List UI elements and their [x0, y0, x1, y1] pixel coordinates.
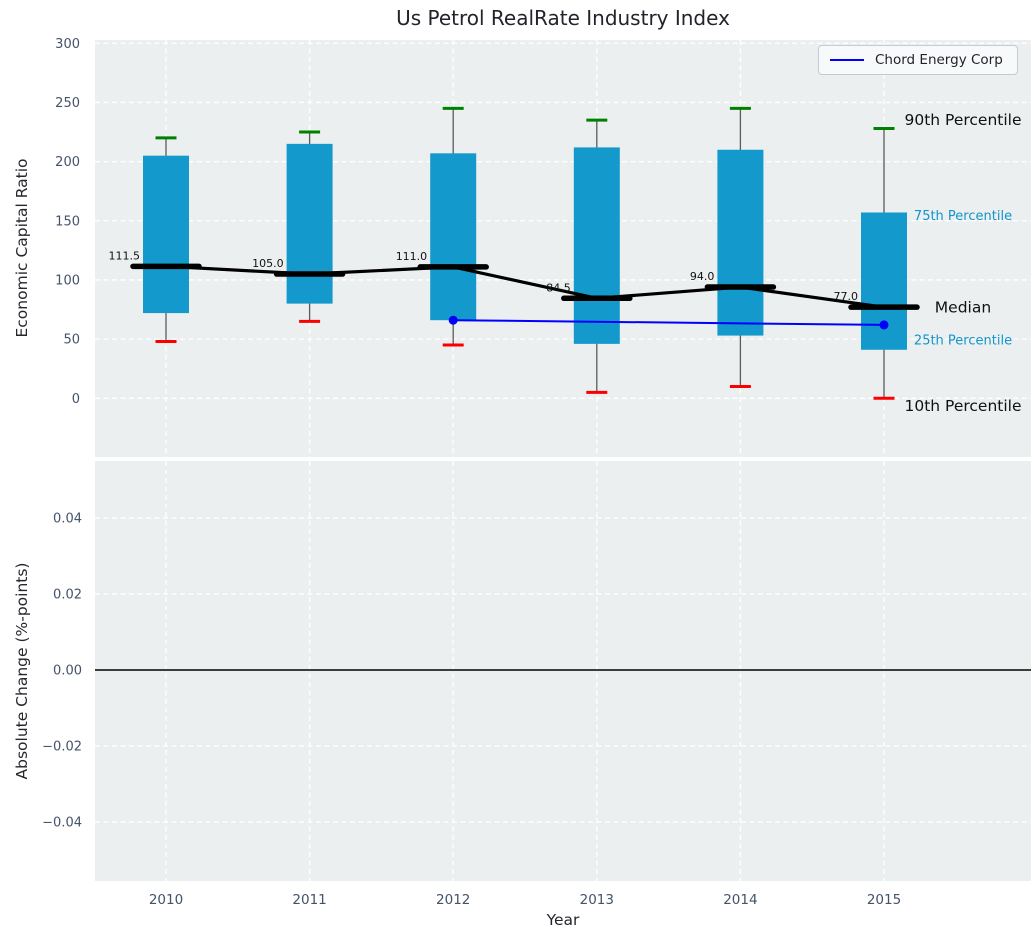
annotation-90th-percentile: 90th Percentile: [904, 111, 1021, 129]
chart-title: Us Petrol RealRate Industry Index: [396, 6, 730, 30]
top-y-tick-label-200: 200: [55, 155, 80, 170]
bottom-y-tick-label-0-04: −0.04: [42, 816, 82, 831]
top-y-tick-label-150: 150: [55, 214, 80, 229]
bottom-panel-background: [95, 461, 1031, 881]
top-y-tick-label-0: 0: [72, 392, 80, 407]
median-value-label-2011: 105.0: [252, 257, 284, 270]
top-y-axis-label: Economic Capital Ratio: [13, 158, 31, 338]
box-2013: [573, 147, 620, 344]
legend-line-sample-icon: [830, 59, 864, 61]
annotation-10th-percentile: 10th Percentile: [904, 397, 1021, 415]
x-tick-label-2012: 2012: [436, 892, 470, 908]
top-y-tick-label-50: 50: [63, 333, 80, 348]
x-tick-label-2010: 2010: [149, 892, 183, 908]
company-point-2012: [448, 315, 458, 325]
annotation-75th-percentile: 75th Percentile: [914, 209, 1012, 224]
bottom-y-tick-label-0-04: 0.04: [53, 512, 82, 527]
top-y-tick-label-250: 250: [55, 96, 80, 111]
bottom-y-tick-label-0-02: −0.02: [42, 740, 82, 755]
box-2012: [430, 153, 477, 321]
bottom-y-tick-label-0-02: 0.02: [53, 588, 82, 603]
bottom-y-axis-label: Absolute Change (%-points): [13, 562, 31, 780]
median-value-label-2012: 111.0: [396, 250, 428, 263]
legend: Chord Energy Corp: [818, 45, 1018, 75]
company-point-2015: [879, 320, 889, 330]
median-value-label-2010: 111.5: [109, 249, 141, 262]
annotation-median: Median: [935, 299, 991, 317]
bottom-y-tick-label-0-00: 0.00: [53, 664, 82, 679]
box-2014: [717, 149, 764, 336]
top-y-tick-label-300: 300: [55, 37, 80, 52]
company-line: [453, 319, 885, 326]
x-tick-label-2011: 2011: [292, 892, 326, 908]
x-tick-label-2013: 2013: [580, 892, 614, 908]
x-tick-label-2015: 2015: [867, 892, 901, 908]
legend-label: Chord Energy Corp: [875, 52, 1003, 68]
box-2010: [143, 155, 189, 314]
top-y-tick-label-100: 100: [55, 273, 80, 288]
median-value-label-2015: 77.0: [834, 290, 859, 303]
x-axis-label: Year: [546, 911, 580, 929]
median-value-label-2014: 94.0: [690, 270, 715, 283]
box-2011: [286, 143, 333, 304]
annotation-25th-percentile: 25th Percentile: [914, 333, 1012, 348]
x-tick-label-2014: 2014: [723, 892, 757, 908]
median-value-label-2013: 84.5: [546, 281, 571, 294]
